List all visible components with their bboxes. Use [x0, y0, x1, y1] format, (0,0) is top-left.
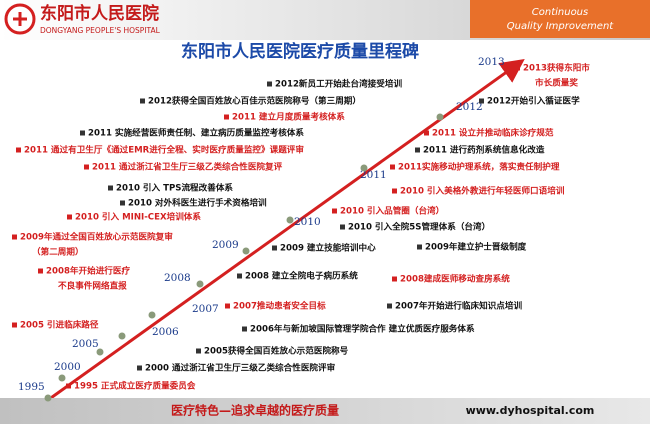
timeline-node [58, 374, 66, 382]
bullet [237, 273, 242, 279]
bullet [80, 130, 85, 136]
event-text: 2008 建立全院电子病历系统 [245, 270, 358, 282]
event-text: 2011 建立月度质量考核体系 [232, 111, 345, 123]
footer-band [0, 398, 650, 424]
year-label: 2005 [72, 338, 99, 350]
year-label: 2013 [478, 56, 505, 68]
year-label: 2007 [192, 303, 219, 315]
event-text: 不良事件网络直报 [58, 280, 127, 292]
year-label: 2011 [360, 169, 387, 181]
year-label: 2006 [152, 326, 179, 338]
year-label: 2012 [456, 101, 483, 113]
event-text: 市长质量奖 [535, 77, 578, 89]
event-text: 2009 建立技能培训中心 [280, 242, 376, 254]
timeline-node [286, 216, 294, 224]
bullet [38, 268, 43, 274]
timeline-node [360, 164, 368, 172]
bullet [392, 276, 397, 282]
timeline-node [148, 311, 156, 319]
event-text: 2005 引进临床路径 [20, 319, 99, 331]
bullet [66, 383, 71, 389]
bullet [424, 130, 429, 136]
event-text: 2010 引入全院5S管理体系（台湾） [348, 221, 490, 233]
event-text: 2008年开始进行医疗 [46, 265, 130, 277]
timeline-node [96, 348, 104, 356]
hospital-name-en: DONGYANG PEOPLE'S HOSPITAL [40, 26, 161, 35]
footer-url: www.dyhospital.com [466, 404, 595, 417]
bullet [390, 164, 395, 170]
event-text: 2013获得东阳市 [523, 62, 590, 74]
event-text: 2011 进行药剂系统信息化改造 [423, 144, 545, 156]
year-label: 2000 [54, 361, 81, 373]
bullet [392, 188, 397, 194]
event-text: 2011 通过浙江省卫生厅三级乙类综合性医院复评 [92, 161, 283, 173]
slogan-box [470, 0, 650, 38]
event-text: 2005获得全国百姓放心示范医院称号 [204, 345, 349, 357]
year-label: 1995 [18, 381, 45, 393]
year-label: 2010 [294, 216, 321, 228]
bullet [196, 348, 201, 354]
timeline-node [118, 332, 126, 340]
timeline-arrow [47, 59, 525, 402]
bullet [12, 322, 17, 328]
bullet [387, 303, 392, 309]
event-text: 2000 通过浙江省卫生厅三级乙类综合性医院评审 [145, 362, 336, 374]
bullet [120, 200, 125, 206]
timeline-node [242, 247, 250, 255]
slogan: Quality Improvement [507, 21, 614, 32]
bullet [479, 98, 484, 104]
event-text: 2010 引入 TPS流程改善体系 [116, 182, 233, 194]
slogan: Continuous [532, 7, 588, 18]
bullet [267, 81, 272, 87]
footer-motto: 医疗特色—追求卓越的医疗质量 [171, 403, 339, 418]
logo-cross [13, 12, 27, 26]
event-text: 2010 引入美格外教进行年轻医师口语培训 [400, 185, 565, 197]
year-label: 2009 [212, 239, 239, 251]
bullet [108, 185, 113, 191]
title: 东阳市人民医院医疗质量里程碑 [181, 41, 419, 62]
bullet [140, 98, 145, 104]
event-text: 2012新员工开始赴台湾接受培训 [275, 78, 402, 90]
event-text: 2009年建立护士晋级制度 [425, 241, 527, 253]
bullet [242, 326, 247, 332]
bullet [272, 245, 277, 251]
bullet [225, 303, 230, 309]
bullet [515, 65, 520, 71]
timeline-node [44, 394, 52, 402]
event-text: 2007推动患者安全目标 [233, 300, 326, 312]
hospital-name: 东阳市人民医院 [40, 3, 159, 24]
bullet [415, 147, 420, 153]
bullet [67, 214, 72, 220]
event-text: 2009年通过全国百姓放心示范医院复审 [20, 231, 173, 243]
timeline-node [196, 280, 204, 288]
bullet [332, 208, 337, 214]
event-text: 2011 实施经营医师责任制、建立病历质量监控考核体系 [88, 127, 304, 139]
timeline-node [436, 113, 444, 121]
event-text: 2010 引入品管圈（台湾） [340, 205, 444, 217]
event-text: 2010 引入 MINI-CEX培训体系 [75, 211, 201, 223]
bullet [137, 365, 142, 371]
event-text: 2011实施移动护理系统，落实责任制护理 [398, 161, 560, 173]
event-text: 1995 正式成立医疗质量委员会 [74, 380, 196, 392]
bullet [340, 224, 345, 230]
bullet [12, 234, 17, 240]
bullet [224, 114, 229, 120]
event-text: 2010 对外科医生进行手术资格培训 [128, 197, 267, 209]
event-text: 2012获得全国百姓放心百佳示范医院称号（第三周期） [148, 95, 361, 107]
bullet [16, 147, 21, 153]
event-text: 2011 设立并推动临床诊疗规范 [432, 127, 554, 139]
bullet [84, 164, 89, 170]
event-text: （第二周期） [32, 246, 84, 258]
event-text: 2012开始引入循证医学 [487, 95, 580, 107]
event-text: 2006年与新加坡国际管理学院合作 建立优质医疗服务体系 [250, 323, 475, 335]
event-text: 2011 通过有卫生厅《通过EMR进行全程、实时医疗质量监控》课题评审 [24, 144, 304, 156]
bullet [417, 244, 422, 250]
event-text: 2008建成医师移动查房系统 [400, 273, 510, 285]
event-text: 2007年开始进行临床知识点培训 [395, 300, 522, 312]
year-label: 2008 [164, 272, 191, 284]
